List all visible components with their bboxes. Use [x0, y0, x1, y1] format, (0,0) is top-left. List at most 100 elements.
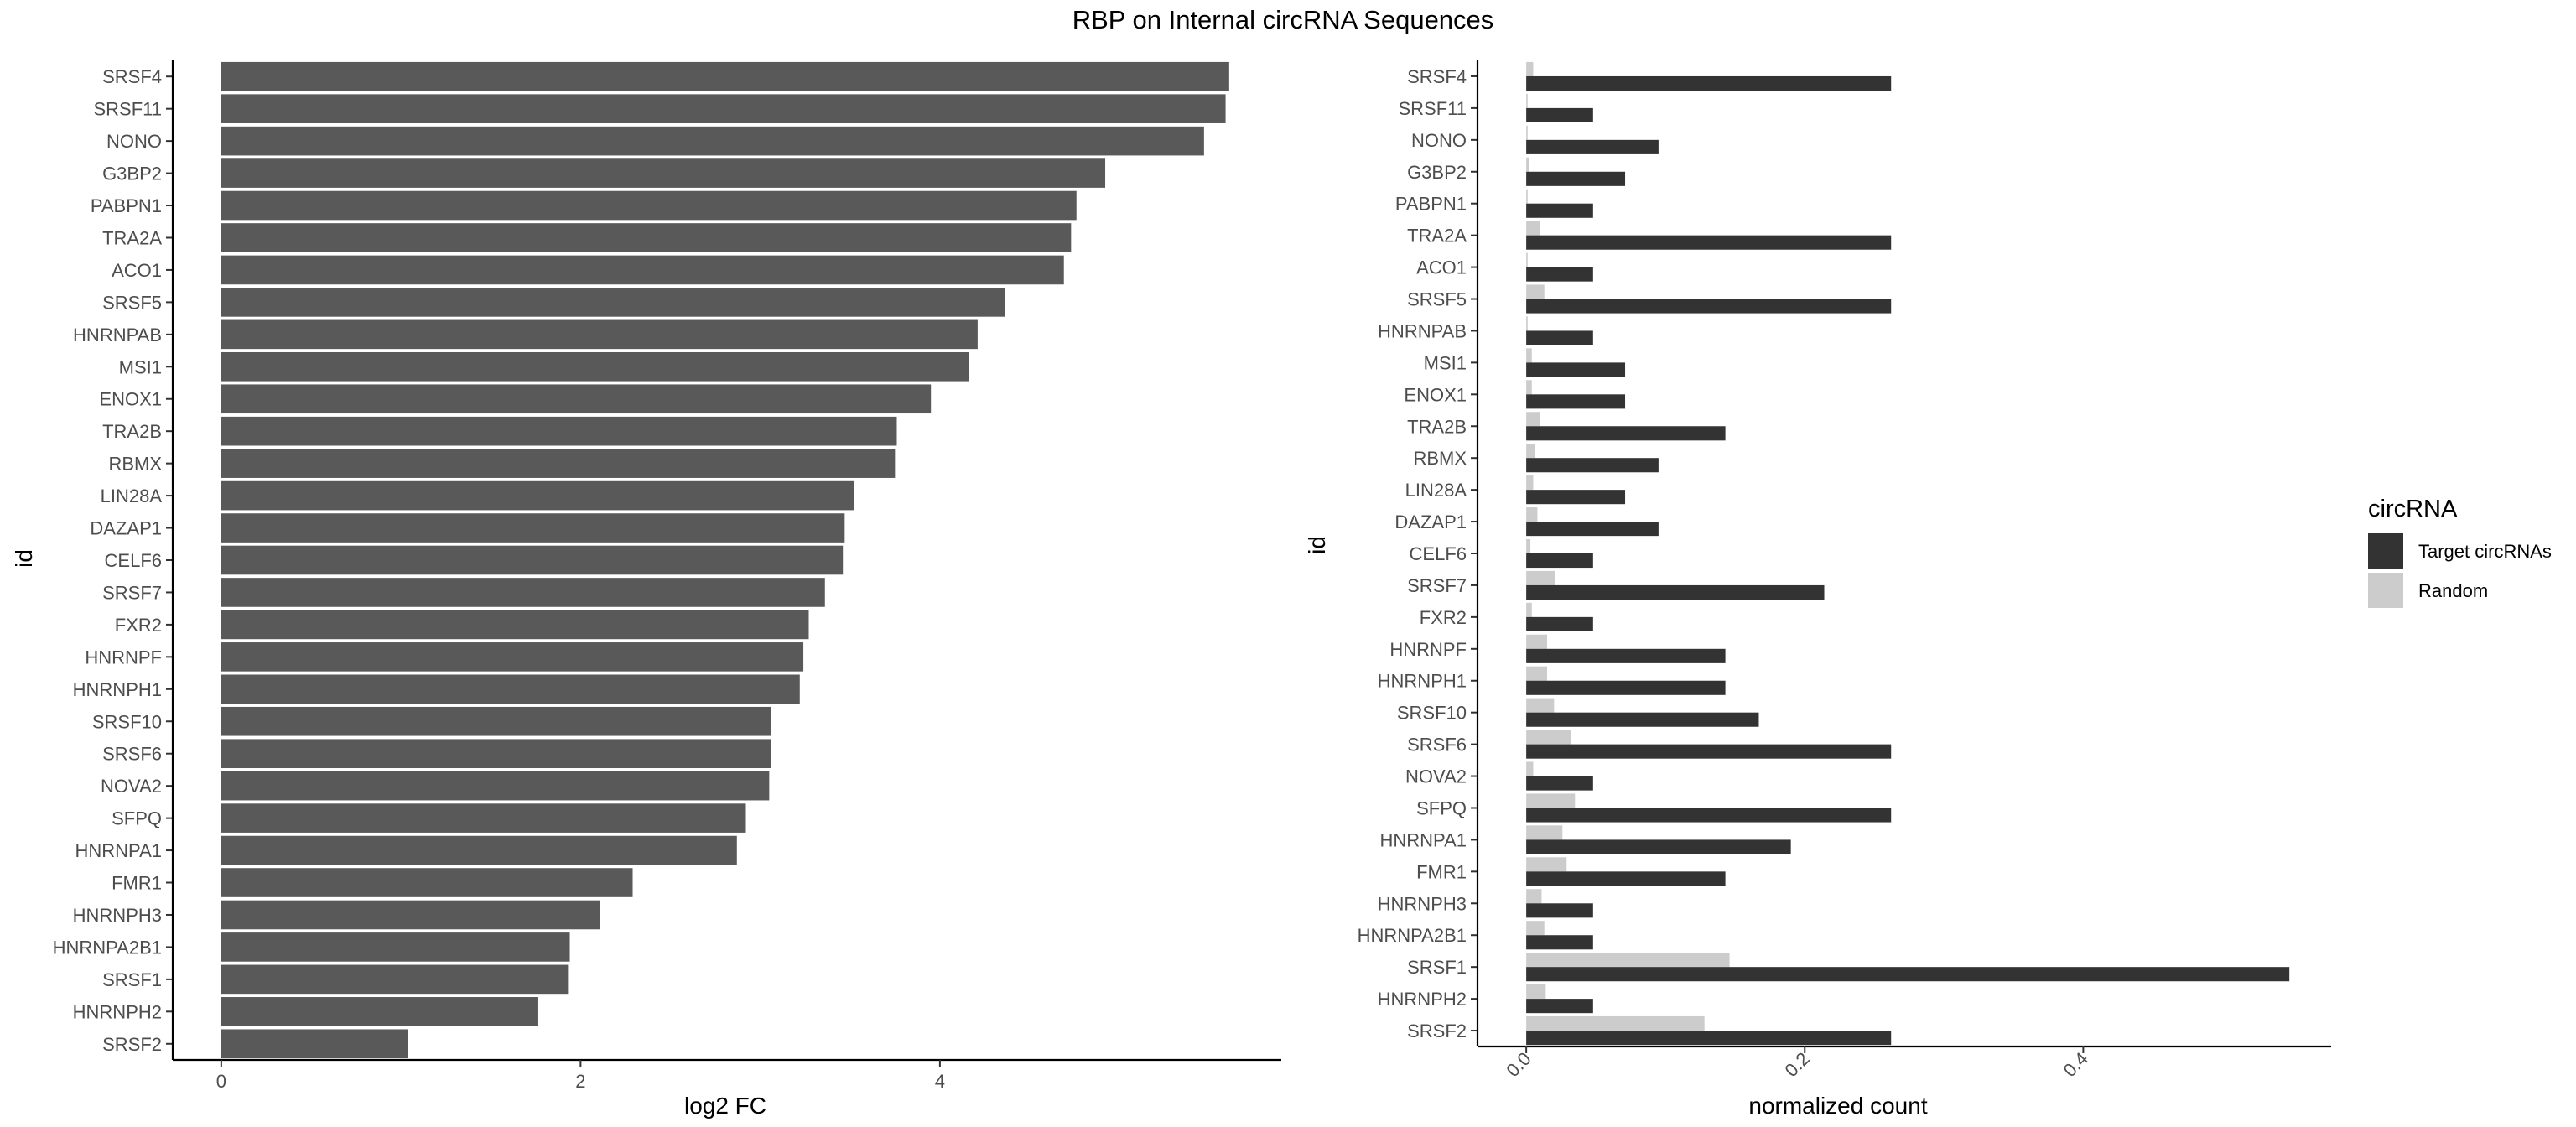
- log2fc-y-tick-label: HNRNPAB: [73, 325, 162, 345]
- random-bar-lin28a: [1526, 475, 1534, 491]
- normalized-count-y-tick-label: TRA2B: [1407, 416, 1467, 437]
- random-bar-hnrnpa1: [1526, 825, 1563, 840]
- random-bar-hnrnpab: [1526, 316, 1528, 331]
- log2fc-y-tick-label: SFPQ: [112, 808, 162, 829]
- log2fc-y-tick-label: SRSF10: [92, 711, 162, 732]
- target-bar-fmr1: [1526, 871, 1726, 886]
- target-bar-sfpq: [1526, 808, 1892, 823]
- target-bar-fxr2: [1526, 616, 1593, 631]
- log2fc-bar-srsf5: [221, 288, 1005, 317]
- random-bar-srsf2: [1526, 1015, 1705, 1031]
- log2fc-y-tick-label: TRA2B: [102, 421, 162, 442]
- target-bar-rbmx: [1526, 458, 1659, 473]
- target-bar-hnrnpa2b1: [1526, 935, 1593, 950]
- log2fc-bar-hnrnph3: [221, 900, 600, 930]
- target-bar-g3bp2: [1526, 171, 1626, 186]
- log2fc-bar-srsf1: [221, 964, 569, 995]
- random-bar-hnrnph1: [1526, 666, 1548, 681]
- legend: circRNA Target circRNAs Random: [2368, 496, 2552, 608]
- random-bar-msi1: [1526, 348, 1532, 363]
- normalized-count-y-tick-label: SRSF2: [1407, 1021, 1467, 1041]
- random-bar-nono: [1526, 125, 1528, 140]
- target-bar-nova2: [1526, 776, 1593, 791]
- normalized-count-y-tick-label: G3BP2: [1407, 162, 1467, 183]
- normalized-count-x-axis-title: normalized count: [1748, 1093, 1927, 1119]
- target-bar-msi1: [1526, 362, 1626, 377]
- normalized-count-y-tick-label: HNRNPH1: [1378, 671, 1467, 692]
- log2fc-bar-nono: [221, 126, 1204, 156]
- random-bar-hnrnph2: [1526, 984, 1546, 1000]
- log2fc-y-tick-label: CELF6: [105, 550, 162, 571]
- normalized-count-bars: [1526, 61, 2290, 1046]
- normalized-count-y-tick-label: HNRNPAB: [1378, 320, 1467, 341]
- log2fc-bar-rbmx: [221, 449, 896, 478]
- legend-label-random: Random: [2418, 580, 2488, 601]
- log2fc-y-tick-label: DAZAP1: [90, 518, 162, 539]
- log2fc-y-axis-title: id: [11, 549, 37, 568]
- normalized-count-y-tick-label: SRSF7: [1407, 575, 1467, 596]
- log2fc-y-tick-label: HNRNPH2: [73, 1001, 162, 1022]
- log2fc-y-tick-label: HNRNPF: [85, 647, 162, 667]
- log2fc-y-tick-label: FMR1: [112, 873, 162, 894]
- normalized-count-y-tick-label: FMR1: [1416, 861, 1467, 882]
- normalized-count-y-tick-label: HNRNPH3: [1378, 893, 1467, 914]
- normalized-count-y-tick-label: FXR2: [1420, 607, 1467, 628]
- log2fc-bar-srsf4: [221, 61, 1229, 91]
- normalized-count-y-tick-label: SRSF6: [1407, 735, 1467, 756]
- log2fc-bar-hnrnpa2b1: [221, 932, 570, 962]
- log2fc-y-tick-label: SRSF1: [102, 969, 162, 990]
- normalized-count-y-tick-label: HNRNPF: [1389, 639, 1467, 660]
- normalized-count-y-tick-label: NONO: [1411, 130, 1467, 151]
- target-bar-celf6: [1526, 553, 1593, 569]
- log2fc-x-tick-label: 2: [575, 1071, 585, 1092]
- random-bar-celf6: [1526, 538, 1531, 553]
- log2fc-bar-srsf11: [221, 94, 1226, 123]
- log2fc-y-tick-label: MSI1: [119, 356, 162, 377]
- target-bar-hnrnph3: [1526, 903, 1593, 918]
- log2fc-bar-hnrnph1: [221, 674, 800, 704]
- target-bar-hnrnph1: [1526, 680, 1726, 695]
- legend-key-target-circrnas: [2368, 533, 2403, 569]
- log2fc-y-tick-label: NONO: [106, 131, 162, 152]
- log2fc-bar-fmr1: [221, 868, 633, 897]
- normalized-count-y-tick-label: ENOX1: [1404, 384, 1467, 405]
- random-bar-srsf7: [1526, 570, 1555, 585]
- log2fc-bar-sfpq: [221, 803, 746, 833]
- target-bar-srsf5: [1526, 299, 1892, 314]
- target-bar-srsf2: [1526, 1031, 1892, 1046]
- log2fc-bar-hnrnpab: [221, 319, 978, 350]
- log2fc-y-tick-label: SRSF6: [102, 744, 162, 765]
- log2fc-bar-g3bp2: [221, 158, 1106, 188]
- log2fc-y-tick-label: SRSF2: [102, 1034, 162, 1055]
- normalized-count-y-tick-label: PABPN1: [1395, 194, 1467, 215]
- random-bar-aco1: [1526, 252, 1528, 267]
- normalized-count-y-tick-label: HNRNPA1: [1379, 829, 1467, 850]
- target-bar-hnrnpf: [1526, 648, 1726, 663]
- log2fc-y-tick-label: SRSF4: [102, 66, 162, 87]
- log2fc-bar-aco1: [221, 255, 1064, 285]
- random-bar-srsf1: [1526, 953, 1730, 968]
- legend-key-random: [2368, 573, 2403, 608]
- target-bar-enox1: [1526, 394, 1626, 409]
- normalized-count-y-tick-label: SRSF4: [1407, 66, 1467, 87]
- target-bar-hnrnpa1: [1526, 839, 1791, 854]
- log2fc-bar-enox1: [221, 384, 932, 414]
- normalized-count-y-tick-label: DAZAP1: [1394, 512, 1467, 532]
- log2fc-x-tick-label: 4: [935, 1071, 945, 1092]
- log2fc-bar-tra2b: [221, 416, 897, 446]
- log2fc-y-tick-label: RBMX: [108, 454, 162, 475]
- target-bar-tra2b: [1526, 426, 1726, 441]
- normalized-count-y-tick-label: SRSF10: [1397, 703, 1467, 724]
- log2fc-bar-msi1: [221, 351, 969, 382]
- log2fc-y-tick-label: HNRNPA2B1: [53, 937, 162, 958]
- random-bar-g3bp2: [1526, 157, 1530, 172]
- target-bar-nono: [1526, 139, 1659, 154]
- random-bar-tra2a: [1526, 221, 1540, 236]
- target-bar-srsf10: [1526, 712, 1759, 727]
- chart-title: RBP on Internal circRNA Sequences: [1072, 5, 1494, 34]
- log2fc-y-tick-label: ENOX1: [99, 389, 162, 410]
- random-bar-hnrnpa2b1: [1526, 921, 1545, 936]
- log2fc-x-axis-title: log2 FC: [684, 1093, 766, 1119]
- random-bar-pabpn1: [1526, 189, 1528, 204]
